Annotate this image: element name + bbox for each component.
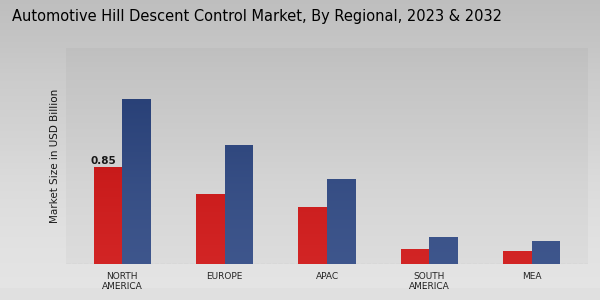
Bar	[196, 194, 224, 264]
Bar	[224, 145, 253, 264]
Text: Automotive Hill Descent Control Market, By Regional, 2023 & 2032: Automotive Hill Descent Control Market, …	[12, 9, 502, 24]
Text: 0.85: 0.85	[91, 156, 116, 166]
Bar	[94, 167, 122, 264]
Bar	[430, 237, 458, 264]
Y-axis label: Market Size in USD Billion: Market Size in USD Billion	[50, 89, 61, 223]
Bar	[532, 241, 560, 264]
Bar	[298, 207, 327, 264]
Bar	[327, 179, 356, 264]
Bar	[401, 249, 430, 264]
Bar	[503, 251, 532, 264]
Bar	[122, 99, 151, 264]
